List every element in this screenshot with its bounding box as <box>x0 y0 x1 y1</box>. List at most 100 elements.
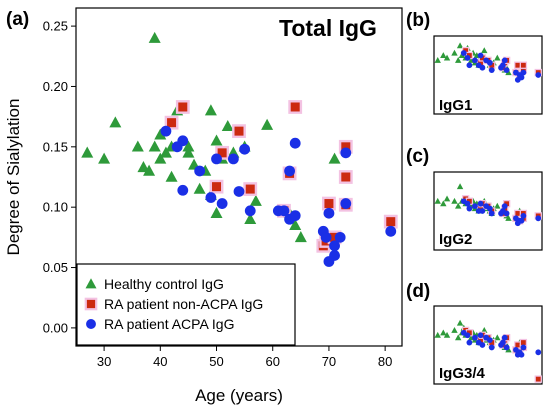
x-tick-label: 70 <box>322 354 336 369</box>
panel-b-igg1: (b) IgG1 <box>406 10 543 115</box>
point-acpa <box>205 192 217 203</box>
point-healthy <box>456 42 464 49</box>
point-acpa <box>244 205 256 217</box>
point-acpa <box>477 200 484 207</box>
point-healthy <box>440 329 447 336</box>
point-acpa <box>466 62 473 69</box>
x-tick-label: 60 <box>265 354 279 369</box>
point-acpa <box>477 52 484 59</box>
point-non-acpa <box>476 336 485 344</box>
point-healthy <box>443 195 451 202</box>
point-healthy <box>434 57 441 63</box>
point-non-acpa <box>164 115 179 130</box>
point-healthy <box>182 140 195 152</box>
point-healthy <box>443 331 451 338</box>
panel-c-letter: (c) <box>406 146 429 167</box>
x-tick-label: 40 <box>153 354 167 369</box>
panel-c-title: IgG2 <box>439 231 472 248</box>
panel-b-plot-frame <box>433 35 543 115</box>
point-acpa <box>477 332 484 339</box>
legend-marker-triangle <box>85 278 97 289</box>
point-non-acpa <box>232 124 246 139</box>
point-non-acpa <box>514 209 522 218</box>
point-acpa <box>520 69 527 76</box>
point-acpa <box>239 143 251 155</box>
points-layer <box>81 31 398 267</box>
panel-d-plot-frame <box>433 305 543 385</box>
point-healthy <box>289 218 302 231</box>
point-acpa <box>385 225 397 237</box>
panel-d-title: IgG3/4 <box>439 365 486 382</box>
point-acpa <box>278 205 290 217</box>
point-acpa <box>503 210 510 217</box>
legend-entry-healthy: Healthy control IgG <box>85 276 224 292</box>
point-healthy <box>98 152 111 164</box>
point-healthy <box>451 49 458 56</box>
panel-b-points <box>434 42 542 83</box>
x-tick-label: 50 <box>209 354 223 369</box>
point-healthy <box>494 54 501 61</box>
point-non-acpa <box>338 170 353 184</box>
point-non-acpa <box>488 61 496 69</box>
points-layer <box>434 183 542 227</box>
point-acpa <box>518 217 525 224</box>
point-non-acpa <box>476 59 485 67</box>
point-acpa <box>320 231 332 243</box>
point-healthy <box>143 164 156 176</box>
legend-box <box>76 263 296 346</box>
point-acpa <box>216 198 228 209</box>
point-non-acpa <box>243 182 258 196</box>
point-acpa <box>518 74 525 81</box>
point-healthy <box>221 120 234 132</box>
point-healthy <box>294 231 307 243</box>
point-acpa <box>479 64 486 71</box>
point-healthy <box>328 152 341 164</box>
point-healthy <box>434 331 441 338</box>
point-acpa <box>323 207 335 219</box>
point-non-acpa <box>502 200 511 208</box>
legend-label-acpa: RA patient ACPA IgG <box>104 316 234 332</box>
point-acpa <box>500 62 506 69</box>
point-non-acpa <box>209 179 224 194</box>
point-healthy <box>204 104 217 116</box>
point-healthy <box>440 52 447 59</box>
point-acpa <box>464 200 471 207</box>
point-non-acpa <box>383 214 398 229</box>
point-non-acpa <box>465 329 474 337</box>
point-non-acpa <box>519 338 528 347</box>
point-non-acpa <box>476 204 485 213</box>
point-healthy <box>451 327 458 333</box>
point-acpa <box>486 337 493 344</box>
point-healthy <box>137 161 150 173</box>
point-healthy <box>456 319 464 326</box>
point-acpa <box>194 165 206 177</box>
legend-label-non-acpa: RA patient non-ACPA IgG <box>104 296 263 312</box>
point-healthy <box>182 146 195 158</box>
y-tick-label: 0.00 <box>43 320 68 335</box>
point-acpa <box>501 203 508 210</box>
point-acpa <box>503 344 510 351</box>
legend-triangle-icon <box>85 278 97 289</box>
panel-c-plot-frame <box>433 171 543 251</box>
y-tick-label: 0.15 <box>43 139 68 154</box>
panel-b-title: IgG1 <box>439 97 472 114</box>
point-acpa <box>486 205 493 212</box>
point-acpa <box>503 67 510 74</box>
point-non-acpa <box>461 195 470 203</box>
points-layer <box>434 319 542 383</box>
point-acpa <box>329 250 340 261</box>
point-non-acpa <box>514 61 522 69</box>
point-non-acpa <box>478 54 487 62</box>
panel-b-letter: (b) <box>406 10 430 31</box>
point-non-acpa <box>465 51 474 60</box>
point-non-acpa <box>519 61 528 69</box>
point-healthy <box>81 146 94 158</box>
point-acpa <box>501 57 508 64</box>
point-acpa <box>486 59 493 66</box>
point-healthy <box>249 194 262 206</box>
y-tick-label: 0.20 <box>43 79 68 94</box>
point-acpa <box>472 334 478 341</box>
point-acpa <box>460 50 467 56</box>
point-acpa <box>472 203 478 210</box>
